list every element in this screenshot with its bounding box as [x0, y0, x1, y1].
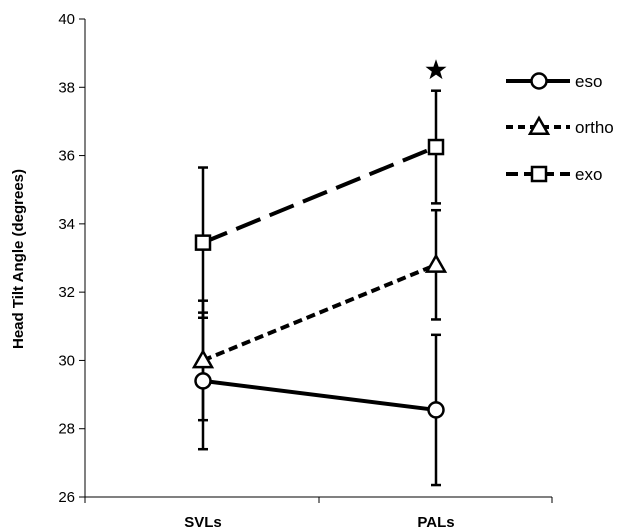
series-line-eso: [202, 378, 437, 412]
legend-label: exo: [575, 165, 602, 184]
legend-marker-eso: [530, 72, 548, 90]
legend-label: ortho: [575, 118, 614, 137]
marker-ortho: [424, 253, 448, 273]
y-tick-label: 28: [58, 421, 75, 438]
marker-eso: [427, 401, 445, 419]
y-tick-label: 34: [58, 216, 75, 233]
y-tick-label: 30: [58, 352, 75, 369]
series-line-ortho: [202, 262, 437, 363]
marker-ortho: [191, 348, 215, 369]
error-bars: [198, 89, 441, 487]
y-axis-title: Head Tilt Angle (degrees): [10, 169, 27, 349]
marker-exo: [194, 234, 212, 251]
series-markers: [191, 138, 448, 419]
y-tick-label: 38: [58, 79, 75, 96]
y-tick-label: 26: [58, 489, 75, 506]
x-tick-label: PALs: [417, 514, 454, 531]
legend: eso ortho exo: [506, 72, 614, 184]
star-icon: [425, 59, 447, 80]
axes: 26 28 30 32 34 36 38 40 SVLs PALs: [58, 11, 553, 531]
legend-marker-ortho: [527, 115, 551, 135]
y-tick-label: 32: [58, 284, 75, 301]
legend-label: eso: [575, 72, 602, 91]
series-lines: [202, 145, 437, 412]
y-tick-label: 40: [58, 11, 75, 28]
annotations: [425, 59, 447, 80]
legend-marker-exo: [530, 165, 548, 183]
x-tick-label: SVLs: [184, 514, 222, 531]
y-tick-label: 36: [58, 148, 75, 165]
marker-exo: [427, 138, 445, 156]
series-line-exo: [202, 145, 437, 245]
marker-eso: [194, 372, 212, 390]
